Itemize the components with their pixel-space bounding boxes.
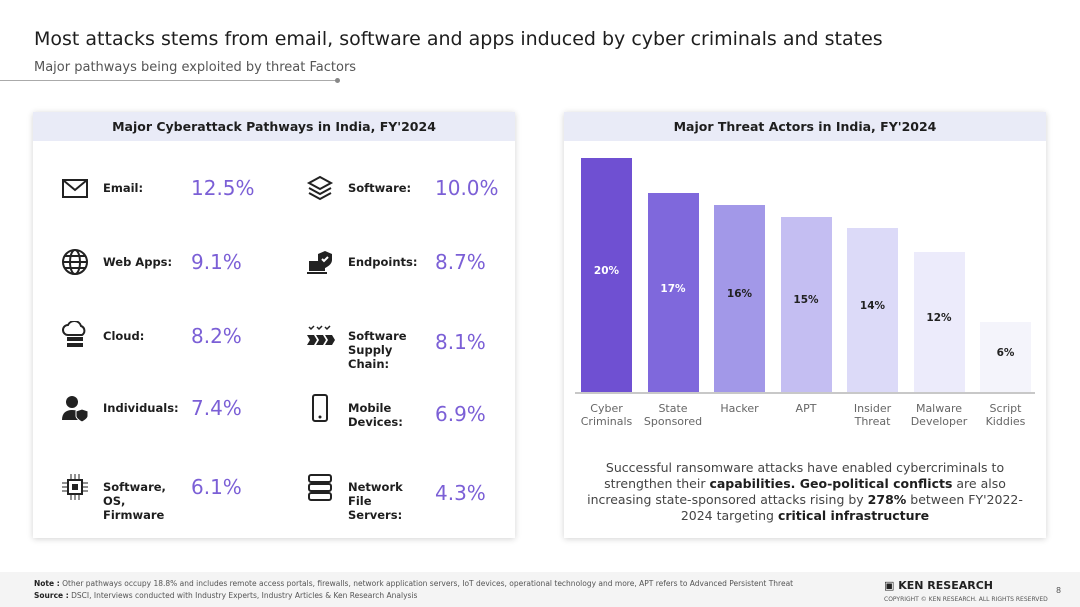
bar-5: [913, 251, 965, 392]
bar-label: 6%: [996, 346, 1015, 359]
bar-1: [647, 193, 699, 392]
divider-dot: [335, 78, 340, 83]
user-shield-icon: [60, 393, 90, 423]
pathway-value: 9.1%: [191, 250, 242, 274]
pathway-value: 6.9%: [435, 402, 486, 426]
divider: [0, 80, 337, 81]
x-axis: [575, 392, 1035, 394]
pathway-label: Web Apps:: [103, 255, 173, 269]
pathway-value: 7.4%: [191, 396, 242, 420]
page-title: Most attacks stems from email, software …: [34, 28, 883, 50]
pathway-label: Software, OS, Firmware: [103, 480, 166, 522]
x-tick-label: Malware Developer: [910, 402, 968, 428]
x-tick-label: State Sponsored: [643, 402, 703, 428]
bar-label: 17%: [660, 282, 686, 295]
pathway-value: 6.1%: [191, 475, 242, 499]
source-note: Source : DSCI, Interviews conducted with…: [34, 591, 418, 600]
x-tick-label: Insider Threat: [853, 402, 892, 428]
footer: [0, 572, 1080, 607]
pathway-label: Mobile Devices:: [348, 401, 403, 429]
endpoint-shield-icon: [305, 247, 335, 277]
cloud-server-icon: [60, 320, 90, 351]
page-subtitle: Major pathways being exploited by threat…: [34, 60, 357, 75]
x-tick-label: Script Kiddies: [985, 402, 1026, 428]
pathway-label: Email:: [103, 181, 144, 195]
copyright: COPYRIGHT © KEN RESEARCH. ALL RIGHTS RES…: [884, 596, 1048, 603]
chart-caption: Successful ransomware attacks have enabl…: [587, 460, 1023, 523]
x-tick-label: APT: [795, 402, 817, 415]
bar-label: 14%: [859, 300, 886, 313]
x-tick-label: Cyber Criminals: [580, 402, 633, 428]
supply-chain-icon: [305, 321, 335, 351]
bar-0: [581, 158, 632, 392]
pathway-value: 8.7%: [435, 250, 486, 274]
pathway-value: 12.5%: [191, 176, 255, 200]
pathway-label: Cloud:: [103, 329, 145, 343]
chart-title: Major Threat Actors in India, FY'2024: [564, 112, 1046, 141]
chip-icon: [60, 472, 90, 502]
pathway-value: 4.3%: [435, 481, 486, 505]
pathways-title: Major Cyberattack Pathways in India, FY'…: [33, 112, 515, 141]
bar-label: 12%: [926, 311, 952, 324]
bar-label: 20%: [593, 265, 620, 277]
software-layers-icon: [305, 173, 335, 203]
pathway-value: 8.2%: [191, 324, 242, 348]
mobile-icon: [305, 393, 335, 423]
footnote: Note : Other pathways occupy 18.8% and i…: [34, 579, 794, 588]
pathway-label: Software:: [348, 181, 412, 195]
brand-logo: ▣ KEN RESEARCH: [884, 579, 993, 592]
pathway-label: Endpoints:: [348, 255, 418, 269]
x-tick-label: Hacker: [720, 402, 759, 415]
server-icon: [305, 472, 335, 502]
bar-2: [714, 204, 765, 392]
bar-label: 16%: [726, 288, 753, 301]
pathways-card: Major Cyberattack Pathways in India, FY'…: [33, 112, 515, 538]
bar-4: [847, 228, 898, 392]
bar-6: [980, 321, 1031, 392]
bar-3: [780, 216, 832, 392]
pathway-value: 8.1%: [435, 330, 486, 354]
pathway-value: 10.0%: [435, 176, 499, 200]
page-number: 8: [1056, 586, 1062, 595]
mail-icon: [60, 173, 90, 203]
pathway-label: Individuals:: [103, 401, 179, 415]
pathway-label: Network File Servers:: [348, 480, 403, 522]
pathway-label: Software Supply Chain:: [348, 329, 407, 371]
bar-label: 15%: [793, 294, 819, 307]
globe-icon: [60, 247, 90, 277]
